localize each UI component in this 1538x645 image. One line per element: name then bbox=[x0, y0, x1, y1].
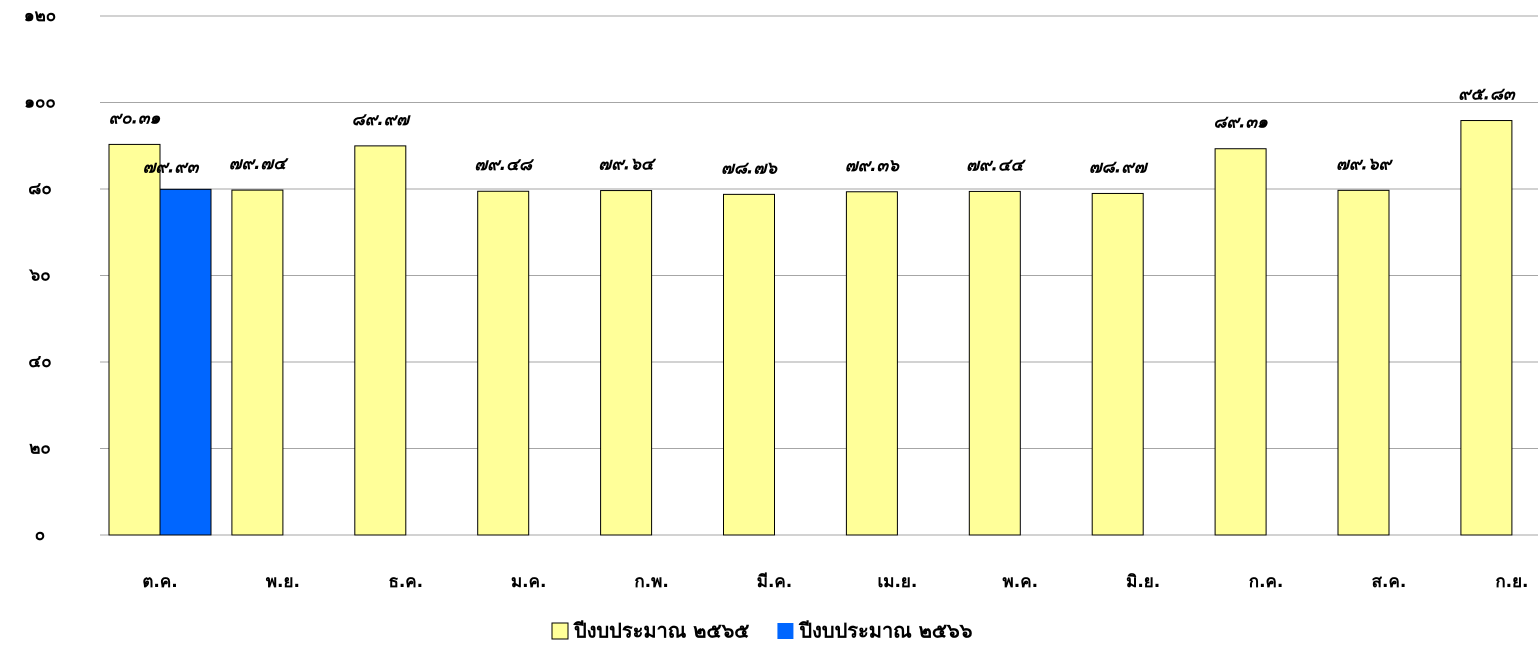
x-tick-label: ก.ค. bbox=[1249, 572, 1284, 592]
bar bbox=[1214, 148, 1267, 536]
y-tick-label: ๔๐ bbox=[28, 352, 51, 372]
data-label: ๗๙.๙๓ bbox=[143, 157, 200, 177]
bar bbox=[1460, 120, 1513, 536]
y-tick-label: ๑๒๐ bbox=[24, 6, 56, 26]
x-tick-label: มิ.ย. bbox=[1126, 572, 1160, 592]
data-label: ๘๙.๙๗ bbox=[352, 110, 411, 130]
x-tick-label: พ.ย. bbox=[266, 572, 300, 592]
y-tick-label: ๘๐ bbox=[28, 179, 52, 199]
legend-swatch bbox=[551, 622, 569, 640]
x-tick-label: ก.ย. bbox=[1495, 572, 1528, 592]
x-tick-label: ก.พ. bbox=[634, 572, 668, 592]
legend-label: ปีงบประมาณ ๒๕๖๖ bbox=[798, 619, 973, 643]
bar bbox=[1091, 192, 1144, 536]
data-label: ๘๙.๓๑ bbox=[1213, 113, 1268, 133]
data-label: ๗๙.๗๔ bbox=[229, 154, 289, 174]
legend-swatch bbox=[777, 623, 794, 639]
data-label: ๗๙.๔๔ bbox=[966, 155, 1027, 175]
data-label: ๗๘.๙๗ bbox=[1089, 157, 1149, 177]
x-tick-label: ม.ค. bbox=[511, 572, 547, 592]
data-label: ๙๐.๓๑ bbox=[109, 108, 161, 128]
x-tick-label: เม.ย. bbox=[877, 572, 917, 592]
data-label: ๗๙.๖๙ bbox=[1336, 154, 1393, 174]
data-label: ๙๕.๘๓ bbox=[1458, 85, 1516, 105]
y-tick-label: ๑๐๐ bbox=[24, 93, 56, 113]
bar bbox=[845, 191, 898, 536]
bar bbox=[108, 143, 161, 536]
x-tick-label: พ.ค. bbox=[1003, 572, 1039, 592]
x-tick-label: ธ.ค. bbox=[388, 572, 423, 592]
bar bbox=[600, 190, 653, 536]
bar bbox=[159, 188, 212, 536]
y-tick-label: ๐ bbox=[35, 525, 45, 545]
data-label: ๗๙.๖๔ bbox=[598, 155, 656, 175]
y-tick-label: ๒๐ bbox=[29, 439, 51, 459]
y-tick-label: ๖๐ bbox=[28, 266, 50, 286]
legend-label: ปีงบประมาณ ๒๕๖๕ bbox=[573, 619, 750, 643]
x-tick-label: มี.ค. bbox=[757, 571, 793, 592]
x-tick-label: ต.ค. bbox=[142, 572, 177, 592]
bar bbox=[1337, 189, 1390, 536]
bar bbox=[477, 190, 530, 536]
bar bbox=[231, 189, 284, 536]
bar bbox=[354, 145, 407, 536]
data-label: ๗๙.๓๖ bbox=[845, 156, 900, 176]
x-tick-label: ส.ค. bbox=[1372, 572, 1407, 592]
data-label: ๗๙.๔๘ bbox=[474, 155, 535, 175]
data-label: ๗๘.๗๖ bbox=[721, 158, 778, 178]
bar bbox=[968, 190, 1021, 536]
bar bbox=[723, 193, 775, 536]
